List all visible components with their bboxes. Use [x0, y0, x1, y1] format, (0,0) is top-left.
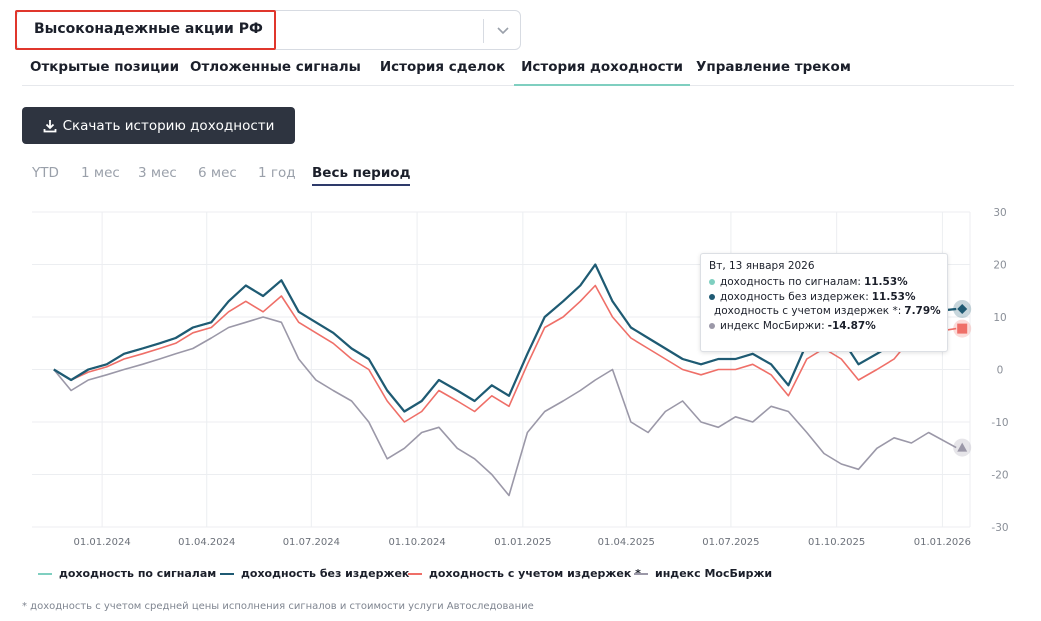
tooltip-value: 7.79% [904, 305, 941, 317]
download-history-button[interactable]: Скачать историю доходности [22, 107, 295, 144]
tab-open-positions[interactable]: Открытые позиции [29, 59, 180, 75]
tooltip-label: доходность с учетом издержек *: [714, 305, 902, 317]
tooltip-value: 11.53% [863, 276, 908, 288]
series-line-2 [53, 284, 957, 423]
legend-swatch [220, 572, 234, 575]
period-all[interactable]: Весь период [312, 165, 411, 186]
series-line-3 [53, 316, 957, 497]
tooltip-row: доходность по сигналам: 11.53% [709, 275, 939, 290]
legend-label: доходность без издержек [241, 567, 410, 580]
end-marker-diamond [957, 303, 968, 314]
tooltip-date: Вт, 13 января 2026 [709, 260, 815, 272]
legend-label: доходность по сигналам [59, 567, 217, 580]
legend-swatch [38, 572, 52, 575]
period-1y[interactable]: 1 год [258, 165, 296, 181]
footnote: * доходность с учетом средней цены испол… [22, 601, 534, 612]
period-6m[interactable]: 6 мес [198, 165, 237, 181]
download-icon [43, 119, 56, 132]
x-tick-label: 01.01.2026 [914, 537, 971, 548]
strategy-select-value: Высоконадежные акции РФ [34, 21, 263, 37]
tooltip-dot [709, 322, 715, 329]
legend-swatch [634, 572, 648, 575]
y-tick-label: 0 [997, 365, 1004, 377]
end-marker-triangle [957, 442, 968, 452]
tooltip-label: доходность без издержек: [720, 290, 869, 303]
x-tick-label: 01.10.2025 [808, 537, 865, 548]
tooltip-value: 11.53% [871, 290, 916, 303]
x-tick-label: 01.01.2025 [494, 537, 551, 548]
tooltip-dot [709, 279, 715, 286]
legend-item-with-costs[interactable]: доходность с учетом издержек * [408, 567, 641, 580]
y-tick-label: -20 [991, 470, 1008, 482]
period-ytd[interactable]: YTD [32, 165, 59, 181]
x-tick-label: 01.07.2024 [283, 537, 340, 548]
y-tick-label: 20 [993, 260, 1006, 272]
y-tick-label: -30 [991, 522, 1008, 534]
end-marker-square [957, 323, 968, 334]
x-tick-label: 01.01.2024 [73, 537, 130, 548]
select-separator [483, 19, 484, 43]
tooltip-dot [709, 293, 715, 300]
x-tick-label: 01.07.2025 [702, 537, 759, 548]
y-tick-label: 10 [993, 312, 1006, 324]
legend-label: индекс МосБиржи [655, 567, 773, 580]
tooltip-value: -14.87% [827, 319, 876, 332]
y-tick-label: 30 [993, 207, 1006, 219]
legend-swatch [408, 572, 422, 575]
legend-item-signals[interactable]: доходность по сигналам [38, 567, 216, 580]
tab-trade-history[interactable]: История сделок [379, 59, 506, 75]
download-history-label: Скачать историю доходности [62, 117, 275, 134]
chevron-down-icon[interactable] [493, 20, 513, 40]
x-tick-label: 01.04.2024 [178, 537, 235, 548]
tooltip-row: доходность без издержек: 11.53% [709, 290, 939, 305]
legend-item-moex[interactable]: индекс МосБиржи [634, 567, 772, 580]
tooltip-row: доходность с учетом издержек *: 7.79% [709, 304, 941, 319]
period-3m[interactable]: 3 мес [138, 165, 177, 181]
tab-return-history[interactable]: История доходности [514, 52, 690, 86]
x-tick-label: 01.10.2024 [388, 537, 445, 548]
period-1m[interactable]: 1 мес [81, 165, 120, 181]
x-tick-label: 01.04.2025 [598, 537, 655, 548]
y-tick-label: -10 [991, 417, 1008, 429]
tooltip-label: доходность по сигналам: [720, 276, 861, 288]
legend-item-no-costs[interactable]: доходность без издержек [220, 567, 409, 580]
tooltip-label: индекс МосБиржи: [720, 319, 825, 332]
tab-pending-signals[interactable]: Отложенные сигналы [190, 59, 361, 75]
tab-bar: Открытые позиции Отложенные сигналы Исто… [22, 52, 1014, 86]
strategy-select[interactable]: Высоконадежные акции РФ [16, 10, 521, 50]
tab-track-management[interactable]: Управление треком [696, 59, 851, 75]
chart-tooltip: Вт, 13 января 2026 доходность по сигнала… [700, 253, 948, 352]
tooltip-row: индекс МосБиржи: -14.87% [709, 319, 939, 334]
legend-label: доходность с учетом издержек * [429, 567, 641, 580]
series-line-1 [53, 263, 957, 413]
